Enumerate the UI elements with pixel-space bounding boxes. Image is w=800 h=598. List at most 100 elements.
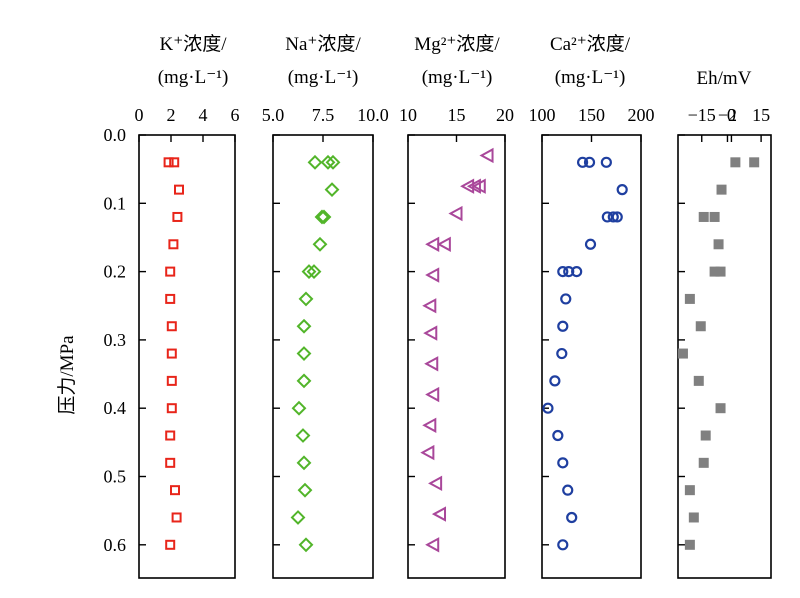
ca-data-point [607, 211, 619, 223]
eh-data-point [716, 184, 727, 195]
eh-data-point [715, 266, 726, 277]
k-data-point [165, 430, 176, 441]
y-axis-label: 压力/MPa [56, 335, 78, 415]
k-data-point [165, 266, 176, 277]
eh-data-point [695, 321, 706, 332]
k-panel-label-line2: (mg·L⁻¹) [158, 67, 229, 88]
eh-data-point [730, 157, 741, 168]
ca-panel-label-line1: Ca²⁺浓度/ [550, 33, 631, 55]
y-tick-label: 0.4 [104, 398, 127, 418]
ca-x-tick-label: 200 [628, 105, 655, 125]
mg-panel: 10 15 20 [399, 105, 514, 579]
na-data-point [296, 318, 312, 334]
ca-data-point [549, 375, 561, 387]
k-data-point [166, 403, 177, 414]
ca-panel-frame [541, 134, 642, 579]
k-data-point [171, 512, 182, 523]
k-data-point [165, 457, 176, 468]
mg-data-point [420, 444, 435, 461]
na-data-point [312, 236, 328, 252]
eh-data-point [684, 293, 695, 304]
ca-data-point [557, 539, 569, 551]
ca-data-point [566, 511, 578, 524]
eh-data-point [715, 403, 726, 414]
y-axis-ticks: 0.0 0.1 0.2 0.3 0.4 0.5 0.6 [104, 125, 127, 555]
ca-x-tick-label: 100 [529, 105, 556, 125]
eh-data-point [684, 485, 695, 496]
mg-data-point [425, 386, 440, 403]
k-panel: 0 2 4 6 [135, 105, 240, 579]
mg-data-point [425, 267, 440, 283]
ca-data-point [616, 184, 628, 196]
na-data-point [296, 455, 312, 471]
k-data-point [170, 485, 180, 496]
eh-panel-label-line2: Eh/mV [697, 68, 752, 89]
mg-x-tick-label: 10 [399, 105, 417, 125]
k-data-point [163, 157, 174, 168]
na-x-tick-label: 5.0 [262, 105, 285, 125]
eh-x-tick-label: −2 [718, 105, 737, 125]
k-data-point [174, 184, 184, 195]
mg-data-point [436, 236, 451, 252]
eh-data-point [698, 457, 709, 468]
k-data-point [168, 239, 179, 250]
ca-data-point [562, 484, 574, 496]
mg-data-point [448, 205, 463, 222]
ca-data-point [552, 429, 564, 442]
eh-x-tick-label: 15 [752, 105, 770, 125]
na-data-point [325, 154, 341, 170]
y-tick-label: 0.1 [104, 193, 127, 213]
na-panel-frame [272, 134, 374, 579]
na-data-point [297, 482, 313, 498]
ca-data-point [584, 238, 597, 250]
mg-data-point [471, 178, 486, 194]
mg-data-point [425, 537, 440, 553]
mg-data-point [423, 325, 438, 341]
k-x-tick-label: 2 [167, 105, 176, 125]
eh-data-point [700, 430, 711, 441]
eh-panel: −15 −20 15 [677, 105, 772, 579]
ca-data-point [557, 266, 569, 278]
na-x-tick-label: 7.5 [312, 105, 335, 125]
na-data-point [295, 428, 311, 443]
mg-data-point [424, 356, 439, 372]
na-data-point [296, 346, 312, 361]
chart-panels: 0 2 4 6 5.0 7.5 10.0 10 15 20 100 150 200 −15 −20 15 [135, 105, 772, 579]
na-panel-label-line2: (mg·L⁻¹) [288, 67, 359, 88]
ca-panel-label-line2: (mg·L⁻¹) [555, 67, 626, 88]
na-data-point [291, 400, 307, 416]
na-data-point [324, 182, 340, 198]
k-data-point [165, 293, 176, 304]
na-data-point [307, 154, 323, 170]
k-panel-frame [138, 134, 236, 579]
ca-data-point [560, 293, 572, 305]
eh-data-point [688, 512, 699, 523]
k-data-point [165, 539, 176, 550]
k-x-tick-label: 0 [135, 105, 144, 125]
mg-x-tick-label: 20 [496, 105, 514, 125]
panel-labels: K⁺浓度/ (mg·L⁻¹) Na⁺浓度/ (mg·L⁻¹) Mg²⁺浓度/ (… [56, 33, 752, 415]
ca-data-point [556, 347, 568, 360]
mg-data-point [431, 506, 447, 522]
k-x-tick-label: 4 [199, 105, 208, 125]
y-tick-label: 0.0 [104, 125, 127, 145]
k-panel-label-line1: K⁺浓度/ [159, 33, 227, 55]
mg-panel-label-line2: (mg·L⁻¹) [422, 67, 493, 88]
eh-x-tick-label: 0 [727, 105, 736, 125]
eh-data-point [677, 348, 688, 359]
ca-data-point [571, 266, 583, 278]
mg-data-point [422, 417, 437, 433]
y-tick-label: 0.5 [104, 467, 127, 487]
eh-data-point [698, 211, 709, 222]
eh-x-tick-label: −15 [688, 105, 716, 125]
mg-panel-label-line1: Mg²⁺浓度/ [414, 33, 500, 55]
ca-panel: 100 150 200 [529, 105, 655, 579]
k-data-point [166, 375, 177, 386]
eh-data-point [709, 266, 720, 277]
eh-data-point [684, 539, 695, 550]
mg-panel-frame [407, 134, 506, 579]
k-data-point [172, 211, 183, 222]
y-tick-label: 0.3 [104, 330, 127, 350]
na-x-tick-label: 10.0 [357, 105, 389, 125]
mg-data-point [428, 475, 443, 492]
